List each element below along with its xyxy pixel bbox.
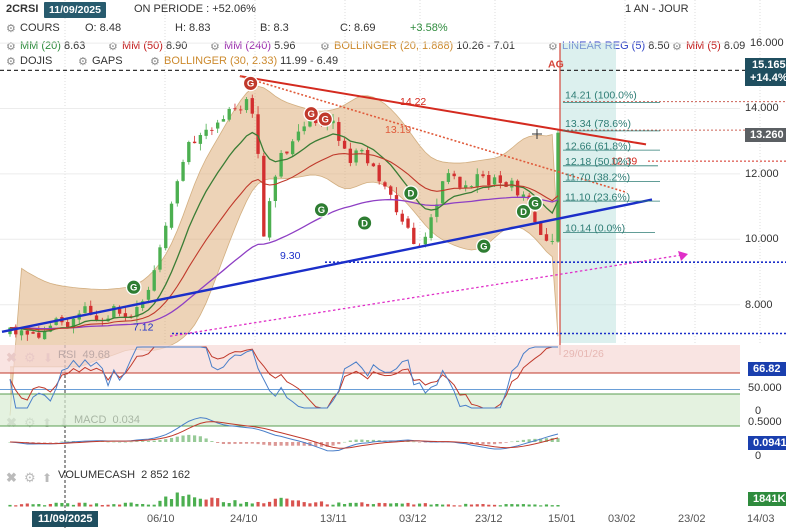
svg-text:⚙: ⚙ (24, 470, 36, 485)
svg-text:D: D (520, 207, 527, 218)
svg-text:G: G (130, 283, 137, 294)
svg-text:G: G (322, 114, 329, 125)
svg-text:G: G (318, 205, 325, 216)
svg-text:G: G (247, 79, 254, 90)
svg-text:G: G (308, 109, 315, 120)
svg-text:13.34 (78.6%): 13.34 (78.6%) (565, 118, 631, 130)
svg-text:⬆: ⬆ (42, 471, 52, 485)
svg-text:D: D (407, 189, 414, 200)
svg-text:G: G (531, 199, 538, 210)
svg-text:✖: ✖ (6, 470, 17, 485)
svg-text:G: G (480, 242, 487, 253)
svg-text:14.21 (100.0%): 14.21 (100.0%) (565, 90, 637, 102)
svg-text:9.30: 9.30 (280, 250, 301, 262)
svg-text:14.22: 14.22 (400, 96, 426, 108)
svg-text:AG: AG (548, 58, 564, 70)
svg-text:13.19: 13.19 (385, 124, 411, 136)
svg-text:7.12: 7.12 (133, 322, 154, 334)
svg-text:D: D (361, 218, 368, 229)
